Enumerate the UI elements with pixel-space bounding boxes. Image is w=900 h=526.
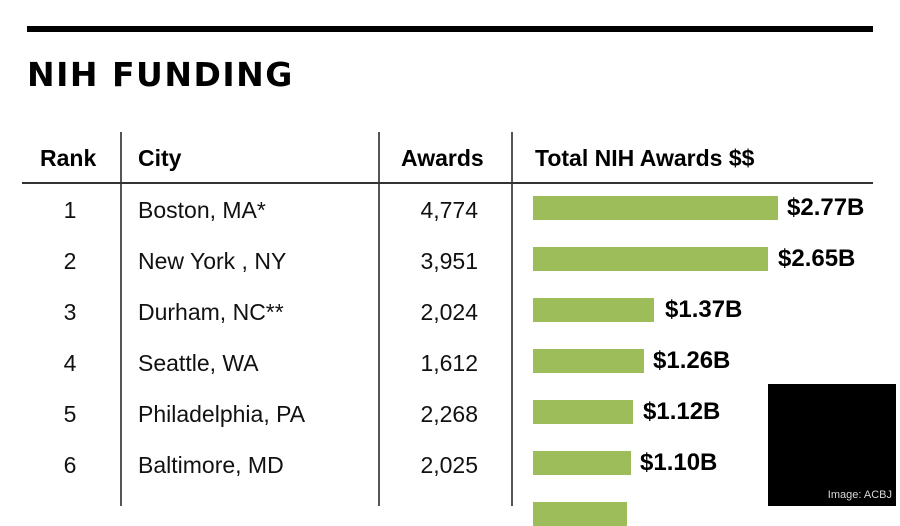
city-cell: Baltimore, MD [138,452,284,478]
column-divider-rank [120,132,122,506]
rank-cell: 5 [63,401,77,427]
header-rank: Rank [40,145,97,171]
funding-bar [533,400,633,424]
awards-cell: 4,774 [420,197,478,223]
funding-bar [533,349,644,373]
funding-bar [533,451,631,475]
awards-cell: 1,612 [420,350,478,376]
funding-label: $1.26B [653,347,731,374]
city-cell: Philadelphia, PA [138,401,306,427]
rank-cell: 4 [63,350,77,376]
header-total-awards: Total NIH Awards $$ [535,145,755,171]
city-cell: Durham, NC** [138,299,284,325]
funding-label: $2.77B [787,194,865,221]
top-rule [27,26,873,32]
awards-cell: 2,268 [420,401,478,427]
funding-bar [533,196,778,220]
column-divider-awards [511,132,513,506]
awards-cell: 2,025 [420,452,478,478]
city-cell: New York , NY [138,248,287,274]
rank-cell: 1 [63,197,77,223]
header-awards: Awards [401,145,484,171]
header-rule [22,182,873,184]
funding-label: $2.65B [778,245,856,272]
image-credit-overlay: Image: ACBJ [768,384,896,506]
awards-cell: 3,951 [420,248,478,274]
page-title: NIH FUNDING [27,55,294,94]
funding-label: $1.10B [640,449,718,476]
rank-cell: 6 [63,452,77,478]
rank-cell: 3 [63,299,77,325]
city-cell: Boston, MA* [138,197,266,223]
funding-bar [533,247,768,271]
funding-label: $1.37B [665,296,743,323]
column-divider-city [378,132,380,506]
funding-bar [533,298,654,322]
awards-cell: 2,024 [420,299,478,325]
header-city: City [138,145,182,171]
funding-label: $1.12B [643,398,721,425]
city-cell: Seattle, WA [138,350,259,376]
rank-cell: 2 [63,248,77,274]
image-credit: Image: ACBJ [827,489,892,501]
